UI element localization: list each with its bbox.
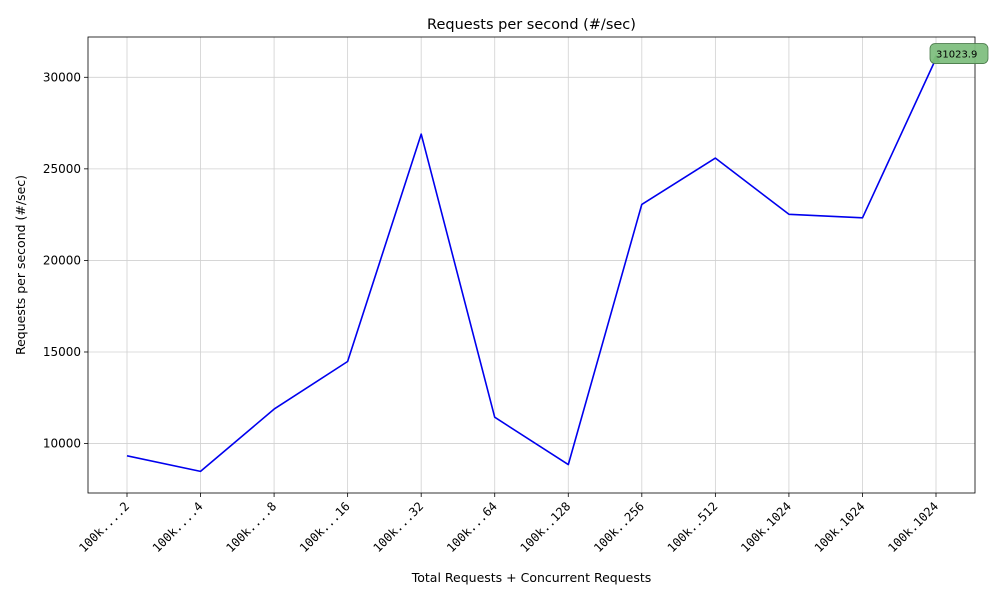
y-tick-label: 25000 bbox=[43, 162, 81, 176]
y-axis-label: Requests per second (#/sec) bbox=[13, 175, 28, 355]
y-tick-label: 20000 bbox=[43, 253, 81, 267]
y-tick-label: 15000 bbox=[43, 345, 81, 359]
y-tick-label: 10000 bbox=[43, 437, 81, 451]
chart-title: Requests per second (#/sec) bbox=[427, 17, 636, 33]
annotation-box bbox=[929, 43, 989, 64]
x-tick-label: 100k...16 bbox=[297, 499, 353, 555]
plot-area bbox=[126, 58, 937, 473]
x-tick-label: 100k..512 bbox=[665, 499, 721, 555]
x-tick-label: 100k.1024 bbox=[885, 499, 941, 555]
plot-frame bbox=[87, 36, 976, 494]
x-axis-ticks: 100k....2 100k....4 100k....8 100k...16 100k… bbox=[76, 493, 941, 555]
x-tick-label: 100k....2 bbox=[76, 499, 132, 555]
x-tick-label: 100k....4 bbox=[150, 499, 206, 555]
x-tick-label: 100k....8 bbox=[223, 499, 279, 555]
x-tick-label: 100k...32 bbox=[370, 499, 426, 555]
grid bbox=[88, 37, 975, 493]
x-tick-label: 100k.1024 bbox=[738, 499, 794, 555]
max-annotation: 31023.9 bbox=[929, 43, 989, 64]
x-axis-label: Total Requests + Concurrent Requests bbox=[411, 570, 652, 585]
x-tick-label: 100k.1024 bbox=[812, 499, 868, 555]
y-tick-label: 30000 bbox=[43, 70, 81, 84]
annotation-label: 31023.9 bbox=[936, 50, 977, 61]
y-axis-ticks: 10000 15000 20000 25000 30000 bbox=[43, 70, 88, 451]
x-tick-label: 100k..128 bbox=[518, 499, 574, 555]
x-tick-label: 100k...64 bbox=[444, 499, 500, 555]
series-line bbox=[126, 58, 937, 473]
x-tick-label: 100k..256 bbox=[591, 499, 647, 555]
